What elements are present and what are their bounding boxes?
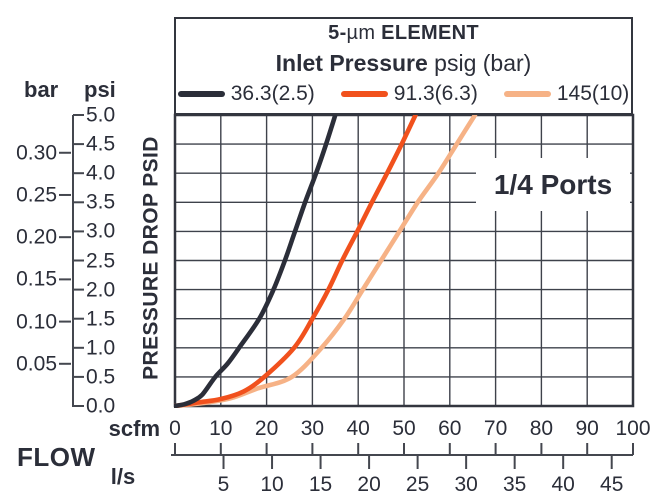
- psi-tick-label: 4.0: [86, 161, 116, 185]
- scfm-tick-label: 70: [483, 417, 508, 440]
- ls-tick-label: 20: [357, 473, 381, 496]
- title-element-word: ELEMENT: [375, 22, 479, 44]
- bar-tick-label: 0.20: [16, 225, 57, 249]
- curve-series-2: [174, 115, 338, 408]
- curves: [174, 115, 478, 408]
- title-micron-unit: µm: [346, 22, 376, 44]
- ls-tick-label: 45: [600, 473, 624, 496]
- ls-tick-label: 40: [551, 473, 575, 496]
- chart-title: 5-µm ELEMENT: [328, 22, 479, 45]
- psi-tick-label: 1.5: [86, 307, 116, 331]
- scfm-tick-label: 50: [392, 417, 416, 440]
- bar-tick-label: 0.15: [16, 267, 57, 291]
- subtitle-units-text: psig (bar): [427, 50, 532, 76]
- ls-tick-label: 25: [405, 473, 430, 496]
- plot-border: [173, 113, 635, 408]
- psi-axis-bracket: [59, 114, 84, 407]
- psi-tick-label: 2.0: [86, 278, 116, 302]
- psi-tick-label: 4.5: [86, 132, 116, 156]
- scfm-tick-label: 10: [209, 417, 233, 440]
- scfm-tick-label: 20: [254, 417, 279, 440]
- x-axis-ls-label: l/s: [110, 464, 136, 489]
- psi-axis-header: psi: [84, 77, 116, 102]
- x-axis-flow-label: FLOW: [17, 442, 96, 472]
- curve-series-1: [174, 115, 418, 408]
- chart-subtitle: Inlet Pressure psig (bar): [276, 50, 532, 77]
- legend-line-swatch: [177, 91, 225, 97]
- scfm-tick-label: 0: [169, 417, 181, 440]
- ls-tick-label: 35: [502, 473, 527, 496]
- bar-tick-label: 0.25: [16, 183, 57, 207]
- psi-tick-label: 0.0: [86, 394, 116, 418]
- title-element-size: 5-: [328, 22, 347, 44]
- scfm-tick-label: 40: [346, 417, 370, 440]
- ls-tick-label: 30: [454, 473, 478, 496]
- psi-tick-label: 0.5: [86, 365, 116, 389]
- ls-tick-label: 15: [308, 473, 333, 496]
- legend-item: 36.3(2.5): [177, 82, 315, 106]
- psi-tick-label: 2.5: [86, 249, 116, 272]
- psi-tick-label: 3.5: [86, 190, 116, 214]
- legend-label: 91.3(6.3): [393, 82, 478, 105]
- bar-tick-label: 0.30: [16, 141, 57, 165]
- legend: 36.3(2.5) 91.3(6.3) 145(10): [177, 82, 630, 106]
- ls-tick-label: 10: [260, 473, 284, 496]
- legend-line-swatch: [340, 91, 388, 97]
- psi-tick-label: 5.0: [86, 103, 116, 127]
- subtitle-bold-text: Inlet Pressure: [275, 50, 428, 76]
- bar-tick-label: 0.05: [16, 352, 57, 376]
- psi-tick-label: 1.0: [86, 336, 116, 360]
- flow-axis: [171, 443, 634, 469]
- ports-annotation: 1/4 Ports: [476, 158, 630, 211]
- bar-tick-label: 0.10: [16, 310, 57, 334]
- bar-axis-header: bar: [24, 77, 59, 102]
- legend-item: 145(10): [503, 82, 630, 106]
- chart-header-box: 5-µm ELEMENT Inlet Pressure psig (bar) 3…: [174, 17, 633, 115]
- x-axis-scfm-label: scfm: [108, 416, 160, 441]
- scfm-tick-label: 90: [575, 417, 599, 440]
- legend-label: 145(10): [556, 82, 630, 105]
- scfm-tick-label: 30: [300, 417, 325, 440]
- y-axis-title: PRESSURE DROP PSID: [139, 136, 163, 380]
- legend-item: 91.3(6.3): [340, 82, 478, 106]
- ls-tick-label: 5: [217, 473, 230, 496]
- psi-tick-label: 3.0: [86, 219, 116, 243]
- scfm-tick-label: 60: [438, 417, 462, 440]
- scfm-tick-label: 80: [529, 417, 554, 440]
- scfm-tick-label: 100: [615, 417, 651, 440]
- legend-label: 36.3(2.5): [230, 82, 315, 105]
- legend-line-swatch: [503, 91, 551, 97]
